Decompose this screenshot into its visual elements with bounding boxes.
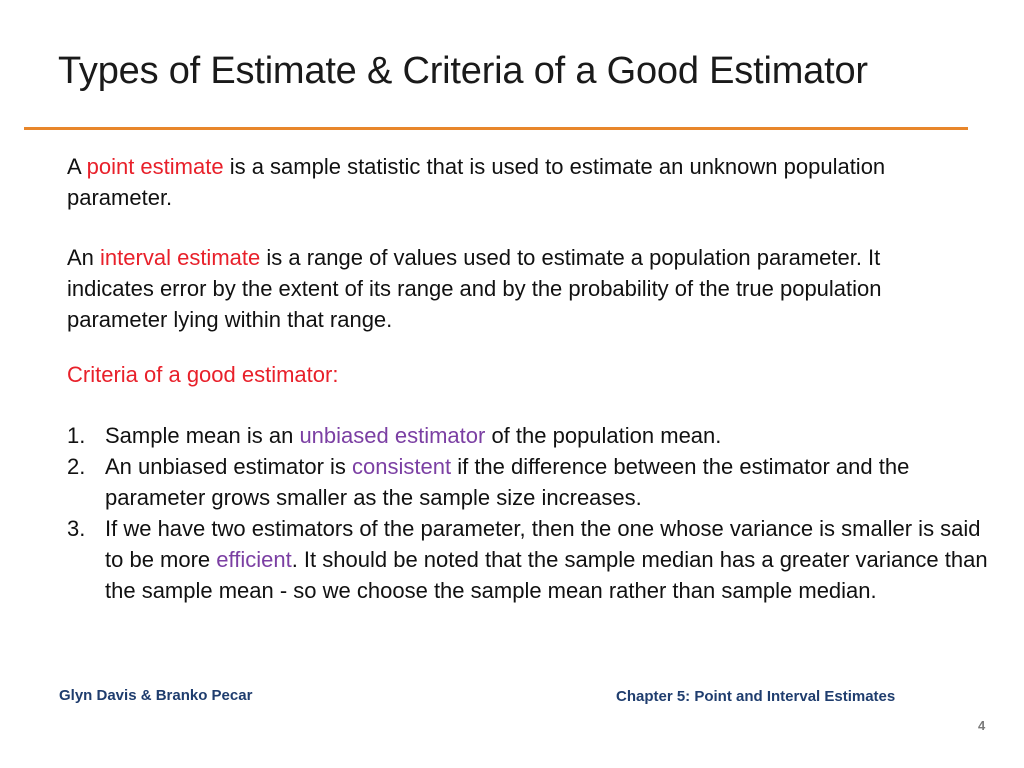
title-divider	[24, 127, 968, 130]
criteria-item-text-before: An unbiased estimator is	[105, 454, 353, 479]
footer-chapter: Chapter 5: Point and Interval Estimates	[616, 688, 896, 705]
criteria-item-number: 1.	[67, 423, 86, 448]
point-estimate-definition: is a sample statistic that is used to es…	[67, 154, 886, 210]
criteria-item-text-before: If we have two estimators of the paramet…	[105, 516, 981, 572]
criteria-item-term: consistent	[352, 454, 452, 479]
criteria-item-number: 2.	[67, 454, 86, 479]
criteria-item-text-after: . It should be noted that the sample med…	[105, 547, 988, 603]
criteria-item-term: efficient	[216, 547, 292, 572]
point-estimate-prefix: A	[67, 154, 81, 179]
page-number: 4	[978, 718, 986, 733]
interval-estimate-term: interval estimate	[100, 245, 261, 270]
interval-estimate-definition: is a range of values used to estimate a …	[67, 245, 882, 332]
slide-title: Types of Estimate & Criteria of a Good E…	[58, 50, 868, 92]
criteria-item: 2. An unbiased estimator is consistent if…	[67, 451, 997, 513]
interval-estimate-prefix: An	[67, 245, 94, 270]
criteria-item-number: 3.	[67, 516, 86, 541]
criteria-heading: Criteria of a good estimator:	[67, 362, 339, 387]
criteria-list: 1. Sample mean is an unbiased estimator o…	[67, 420, 997, 606]
point-estimate-paragraph: A point estimate is a sample statistic t…	[67, 151, 967, 213]
criteria-item-text-before: Sample mean is an	[105, 423, 300, 448]
criteria-item: 3. If we have two estimators of the param…	[67, 513, 997, 606]
interval-estimate-paragraph: An interval estimate is a range of value…	[67, 242, 967, 335]
footer-author: Glyn Davis & Branko Pecar	[59, 687, 253, 704]
point-estimate-term: point estimate	[86, 154, 224, 179]
criteria-item: 1. Sample mean is an unbiased estimator o…	[67, 420, 997, 451]
criteria-item-term: unbiased estimator	[299, 423, 486, 448]
criteria-item-text-after: of the population mean.	[485, 423, 722, 448]
criteria-item-text-after: if the difference between the estimator …	[105, 454, 910, 510]
